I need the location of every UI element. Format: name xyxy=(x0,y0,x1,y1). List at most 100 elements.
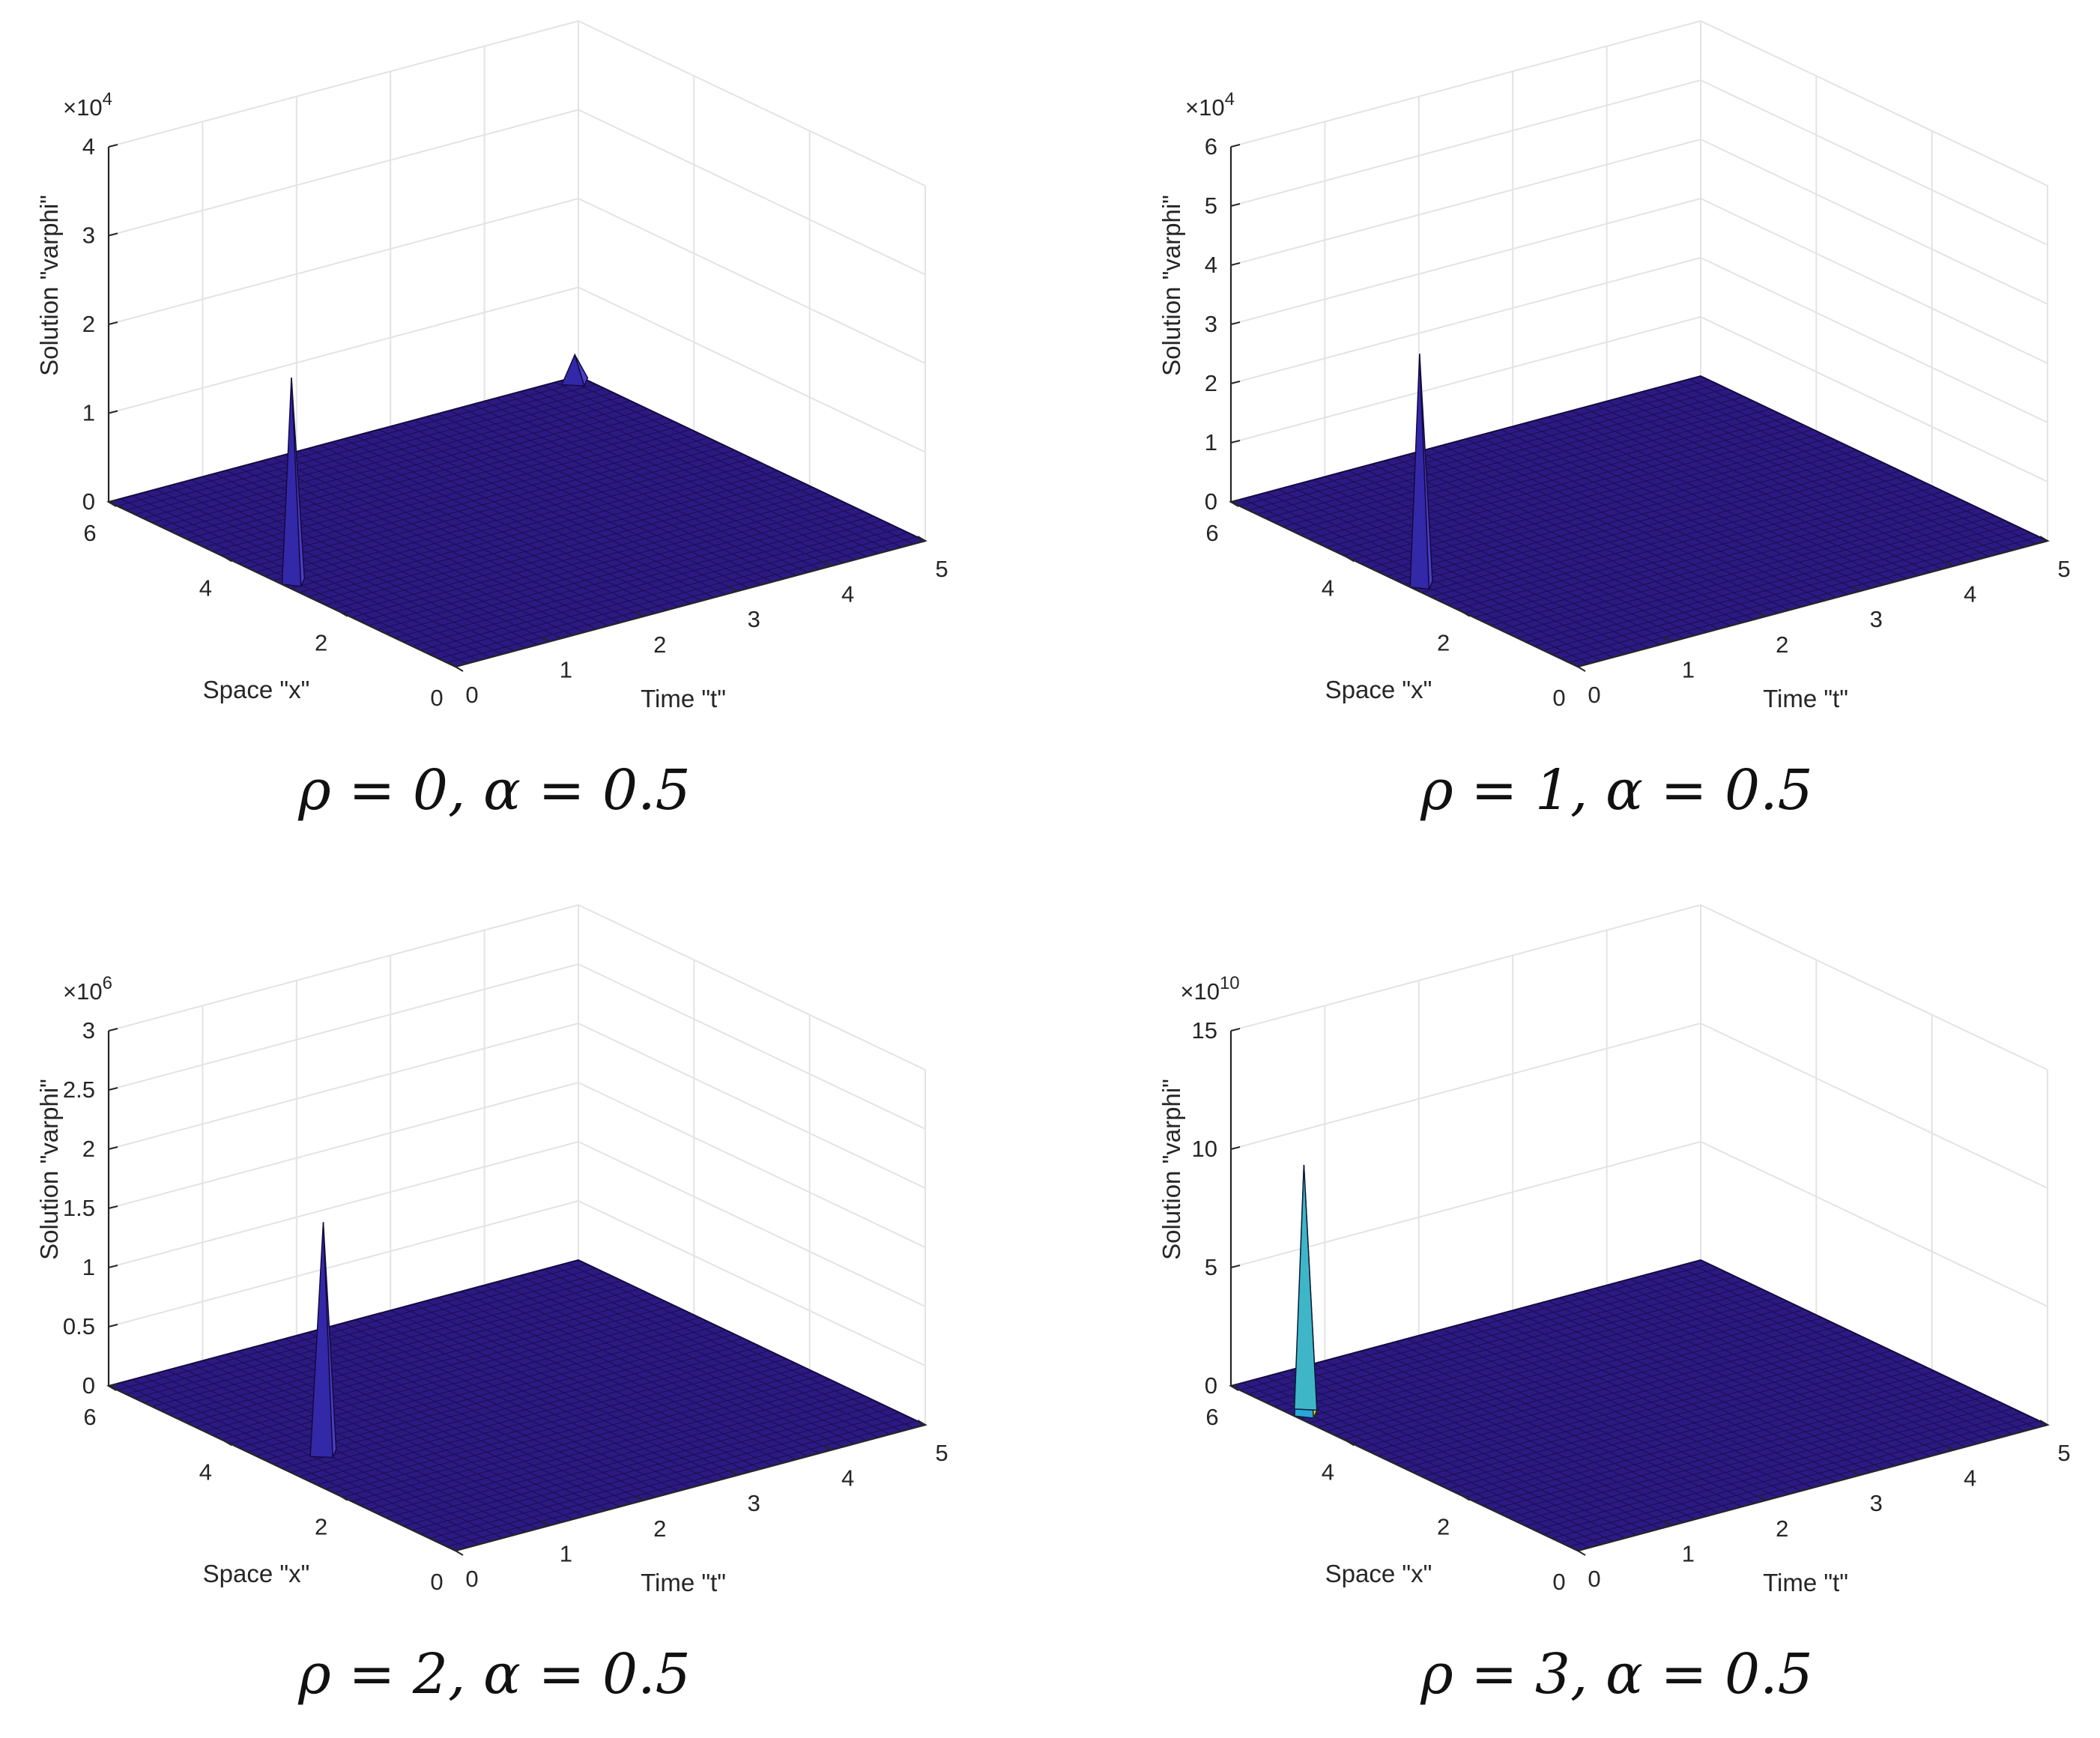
time-tick-label: 1 xyxy=(560,1540,572,1566)
mesh-line xyxy=(1465,1370,1935,1498)
mesh-line xyxy=(333,482,805,610)
z-tick-label: 0 xyxy=(1205,1372,1217,1399)
space-tick-mark xyxy=(1230,1385,1239,1391)
z-gridline xyxy=(1700,1141,2048,1307)
peak-1 xyxy=(1293,1165,1318,1419)
time-tick-label: 0 xyxy=(1588,682,1600,708)
z-tick-mark xyxy=(108,1383,118,1387)
peak-1 xyxy=(1409,354,1433,590)
z-tick-label: 6 xyxy=(1205,133,1217,160)
surface-plot-1: 0 1 2 3 4 ×104 0 2 4 6 0 1 2 3 4 5 Solution "varphi" Spac… xyxy=(35,20,948,823)
time-tick-label: 5 xyxy=(935,1440,948,1466)
z-tick-label: 1 xyxy=(82,400,95,426)
z-tick-label: 1.5 xyxy=(63,1195,95,1221)
z-tick-label: 3 xyxy=(82,222,95,249)
space-tick-label: 0 xyxy=(430,685,443,711)
peak-face xyxy=(1293,1165,1318,1411)
z-tick-mark xyxy=(108,144,118,148)
mesh-line xyxy=(1473,491,1944,618)
mesh-line xyxy=(238,437,709,565)
z-tick-mark xyxy=(108,1146,118,1150)
time-tick-mark xyxy=(635,1495,644,1501)
space-tick-mark xyxy=(1462,1495,1471,1501)
z-gridline xyxy=(1230,904,1701,1032)
z-tick-mark xyxy=(108,1028,118,1032)
z-tick-mark xyxy=(108,410,118,414)
mesh-line xyxy=(143,1276,614,1403)
mesh-line xyxy=(273,1337,744,1465)
mesh-line xyxy=(1456,482,1927,610)
mesh-line xyxy=(1499,503,1970,631)
mesh-line xyxy=(117,1263,587,1391)
axes xyxy=(1229,1031,2048,1552)
time-tick-label: 1 xyxy=(1682,1540,1695,1566)
mesh-line xyxy=(342,486,813,614)
z-exponent: ×104 xyxy=(63,89,112,121)
mesh-line xyxy=(1387,449,1857,577)
mesh-line xyxy=(447,536,917,664)
space-tick-label: 4 xyxy=(1322,1459,1334,1485)
space-tick-label: 0 xyxy=(430,1569,443,1595)
mesh-line xyxy=(394,1395,865,1523)
time-tick-label: 3 xyxy=(1870,606,1883,632)
mesh-line xyxy=(1265,1276,1736,1403)
peak-face xyxy=(322,1222,337,1458)
z-tick-label: 4 xyxy=(82,133,95,160)
space-axis-label: Space "x" xyxy=(1325,1560,1432,1587)
z-gridline xyxy=(108,1082,579,1209)
mesh-line xyxy=(229,433,700,560)
z-tick-mark xyxy=(108,1265,118,1268)
time-tick-label: 2 xyxy=(653,632,666,658)
space-tick-label: 6 xyxy=(1205,520,1218,546)
time-tick-label: 2 xyxy=(653,1516,666,1542)
mesh-line xyxy=(151,1280,623,1408)
mesh-line xyxy=(1447,478,1918,606)
mesh-line xyxy=(1291,1288,1762,1416)
mesh-line xyxy=(1378,445,1848,573)
mesh-line xyxy=(1482,494,1952,623)
mesh-line xyxy=(299,1350,769,1477)
mesh-line xyxy=(1256,1271,1727,1399)
z-gridline xyxy=(108,904,579,1032)
space-axis-line xyxy=(1230,501,1579,667)
time-axis-label: Time "t" xyxy=(641,1569,726,1596)
mesh-line xyxy=(1283,400,1753,527)
time-tick-mark xyxy=(2039,1420,2048,1426)
mesh-line xyxy=(151,396,623,524)
mesh-line xyxy=(1317,417,1788,544)
space-tick-mark xyxy=(1462,611,1471,617)
mesh-line xyxy=(1430,470,1901,598)
z-gridline xyxy=(578,1082,926,1248)
mesh-line xyxy=(369,499,839,626)
z-gridline xyxy=(1230,316,1701,443)
mesh-line xyxy=(420,524,891,651)
time-tick-mark xyxy=(635,611,644,617)
panel-caption: ρ = 0, α = 0.5 xyxy=(297,758,690,823)
space-tick-label: 2 xyxy=(315,1514,327,1540)
mesh-line xyxy=(438,1416,909,1543)
z-tick-mark xyxy=(1230,203,1241,207)
time-tick-mark xyxy=(1663,1520,1672,1527)
z-gridline xyxy=(578,20,926,187)
space-axis-line xyxy=(108,501,456,667)
mesh-line xyxy=(1334,1309,1806,1436)
mesh-line xyxy=(1404,458,1874,585)
time-tick-mark xyxy=(1946,560,1955,567)
mesh-line xyxy=(134,1271,605,1399)
z-tick-mark xyxy=(1230,499,1241,503)
mesh-line xyxy=(1525,515,1996,643)
z-tick-mark xyxy=(108,321,118,325)
z-gridline xyxy=(1700,904,2048,1071)
mesh-line xyxy=(187,1296,657,1424)
z-tick-label: 2 xyxy=(1205,370,1217,396)
z-gridline xyxy=(1700,1023,2048,1189)
z-gridline xyxy=(1700,139,2048,305)
mesh-line xyxy=(1499,1387,1970,1515)
z-tick-label: 0.5 xyxy=(63,1313,95,1339)
peak-2 xyxy=(560,353,589,388)
time-tick-mark xyxy=(2039,536,2048,542)
z-tick-mark xyxy=(108,499,118,503)
surface-mesh xyxy=(1239,1262,2039,1548)
mesh-line xyxy=(1447,1362,1918,1490)
